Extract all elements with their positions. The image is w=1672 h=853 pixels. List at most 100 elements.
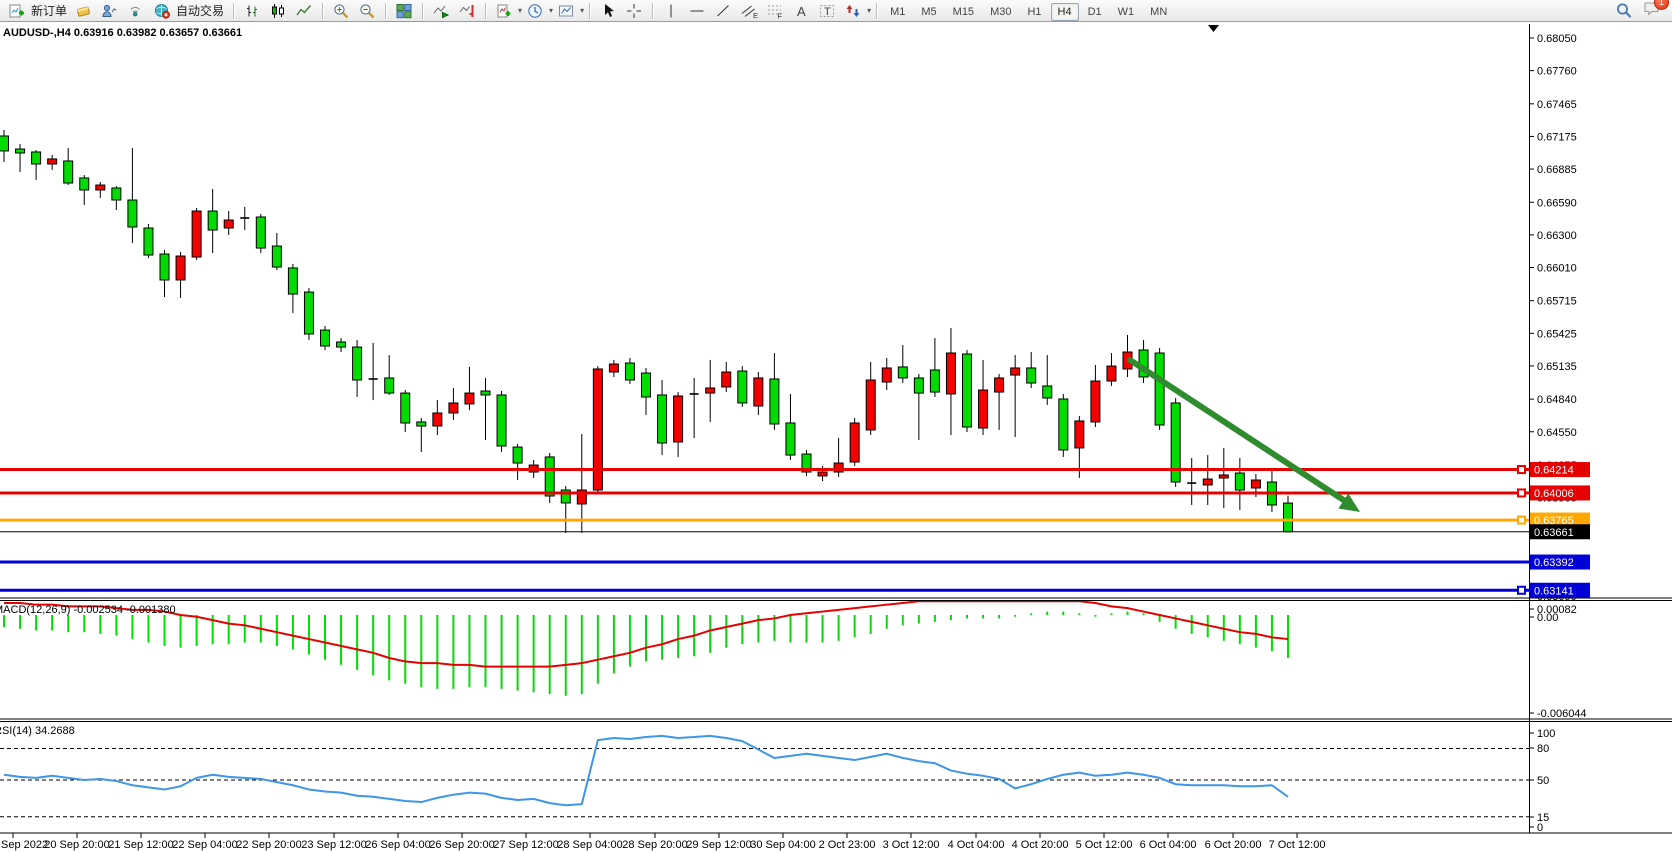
svg-text:T: T [824, 6, 831, 18]
rsi-axis: 100 80 50 150 [1529, 728, 1555, 834]
line-chart-icon[interactable] [291, 1, 317, 21]
svg-text:F: F [777, 11, 782, 19]
time-axis-label: Sep 2022 [1, 839, 48, 851]
timeframe-w1[interactable]: W1 [1117, 5, 1135, 18]
new-order-icon[interactable] [4, 1, 30, 21]
bar-chart-icon[interactable] [239, 1, 265, 21]
macd-signal-line [4, 600, 1289, 668]
profile-icon[interactable] [97, 1, 123, 21]
wallet-icon[interactable] [71, 1, 97, 21]
rsi-indicator-label: RSI(14) 34.2688 [0, 725, 75, 737]
fibonacci-icon[interactable]: F [762, 1, 788, 21]
svg-text:A: A [797, 4, 806, 19]
price-axis-tick: 0.66590 [1537, 197, 1577, 209]
trend-arrow-annotation[interactable] [1127, 357, 1360, 512]
price-axis-tick: 0.65715 [1537, 296, 1577, 308]
time-axis-label: 2 Oct 23:00 [819, 839, 876, 851]
toolbar-separator [485, 2, 487, 19]
timeframe-m30[interactable]: M30 [990, 5, 1012, 18]
svg-text:50: 50 [1537, 775, 1549, 787]
time-axis-label: 4 Oct 20:00 [1012, 839, 1069, 851]
toolbar-separator [422, 2, 424, 19]
crosshair-icon[interactable] [621, 1, 647, 21]
autoscroll-icon[interactable] [428, 1, 454, 21]
svg-text:0.64006: 0.64006 [1534, 488, 1574, 500]
indicators-dropdown-icon[interactable]: ▾ [518, 6, 523, 15]
timeframe-m5[interactable]: M5 [921, 5, 937, 18]
horizontal-line-icon[interactable] [684, 1, 710, 21]
timeframe-d1[interactable]: D1 [1087, 5, 1102, 18]
vertical-line-icon[interactable] [658, 1, 684, 21]
price-axis-tick: 0.66010 [1537, 263, 1577, 275]
signal-icon[interactable] [123, 1, 149, 21]
data-end-marker-icon [1208, 25, 1219, 32]
chart-shift-icon[interactable] [454, 1, 480, 21]
time-axis-label: 28 Sep 04:00 [557, 839, 622, 851]
templates-icon[interactable] [553, 1, 579, 21]
candlestick-chart-icon[interactable] [265, 1, 291, 21]
price-axis-tick: 0.65425 [1537, 328, 1577, 340]
time-axis-label: 21 Sep 12:00 [108, 839, 173, 851]
indicators-icon[interactable] [491, 1, 517, 21]
time-axis-label: 20 Sep 20:00 [44, 839, 109, 851]
channel-icon[interactable]: E [736, 1, 762, 21]
svg-text:0: 0 [1537, 822, 1543, 834]
timeframe-h1[interactable]: H1 [1027, 5, 1042, 18]
panel-borders [0, 24, 1672, 834]
toolbar-separator [322, 2, 324, 19]
svg-text:0.64214: 0.64214 [1534, 465, 1574, 477]
price-axis-tick: 0.64840 [1537, 394, 1577, 406]
trendline-icon[interactable] [710, 1, 736, 21]
autotrade-icon[interactable] [149, 1, 175, 21]
timeframe-mn[interactable]: MN [1150, 5, 1168, 18]
svg-text:100: 100 [1537, 728, 1555, 740]
time-axis-label: 6 Oct 20:00 [1205, 839, 1262, 851]
toolbar-separator [876, 2, 878, 19]
toolbar-separator [652, 2, 654, 19]
price-line-labels: 0.64214 0.64006 0.63765 0.63392 0.63141 0.636… [1530, 462, 1590, 598]
autotrade-button[interactable]: 自动交易 [176, 4, 225, 18]
svg-text:15: 15 [1537, 812, 1549, 824]
time-axis-label: 23 Sep 12:00 [301, 839, 366, 851]
svg-text:0.63392: 0.63392 [1534, 557, 1574, 569]
svg-text:0.63661: 0.63661 [1534, 527, 1574, 539]
horizontal-price-lines[interactable] [0, 465, 1529, 595]
rsi-level-lines [0, 748, 1529, 818]
arrows-dropdown-icon[interactable]: ▾ [867, 6, 872, 15]
label-icon[interactable]: T [814, 1, 840, 21]
time-axis-label: 3 Oct 12:00 [883, 839, 940, 851]
svg-text:E: E [753, 11, 758, 19]
svg-text:0.63141: 0.63141 [1534, 585, 1574, 597]
timeframe-m15[interactable]: M15 [952, 5, 975, 18]
chart-title: AUDUSD-,H4 0.63916 0.63982 0.63657 0.636… [3, 27, 243, 39]
rsi-line [3, 734, 1289, 807]
svg-text:80: 80 [1537, 743, 1549, 755]
zoom-in-icon[interactable] [328, 1, 354, 21]
chart-surface[interactable]: 0.68050 0.67760 0.67465 0.67175 0.66885 0.665… [0, 22, 1672, 853]
templates-dropdown-icon[interactable]: ▾ [580, 6, 585, 15]
toolbar-separator [385, 2, 387, 19]
price-axis-tick: 0.66300 [1537, 230, 1577, 242]
time-axis-label: 4 Oct 04:00 [948, 839, 1005, 851]
new-order-button[interactable]: 新订单 [31, 4, 68, 18]
timeframe-h4[interactable]: H4 [1050, 2, 1079, 21]
time-axis-label: 6 Oct 04:00 [1140, 839, 1197, 851]
periods-icon[interactable] [522, 1, 548, 21]
tile-windows-icon[interactable] [391, 1, 417, 21]
timeframe-m1[interactable]: M1 [890, 5, 906, 18]
search-icon[interactable] [1611, 1, 1637, 21]
notification-badge: 1 [1654, 0, 1669, 10]
text-icon[interactable]: A [788, 1, 814, 21]
time-axis-label: 28 Sep 20:00 [622, 839, 687, 851]
cursor-icon[interactable] [595, 1, 621, 21]
zoom-out-icon[interactable] [354, 1, 380, 21]
macd-series [3, 611, 1289, 696]
price-axis-tick: 0.67760 [1537, 66, 1577, 78]
time-axis-label: 22 Sep 04:00 [172, 839, 237, 851]
periods-dropdown-icon[interactable]: ▾ [549, 6, 554, 15]
notification-button[interactable]: 1 [1643, 0, 1669, 22]
arrows-icon[interactable] [840, 1, 866, 21]
